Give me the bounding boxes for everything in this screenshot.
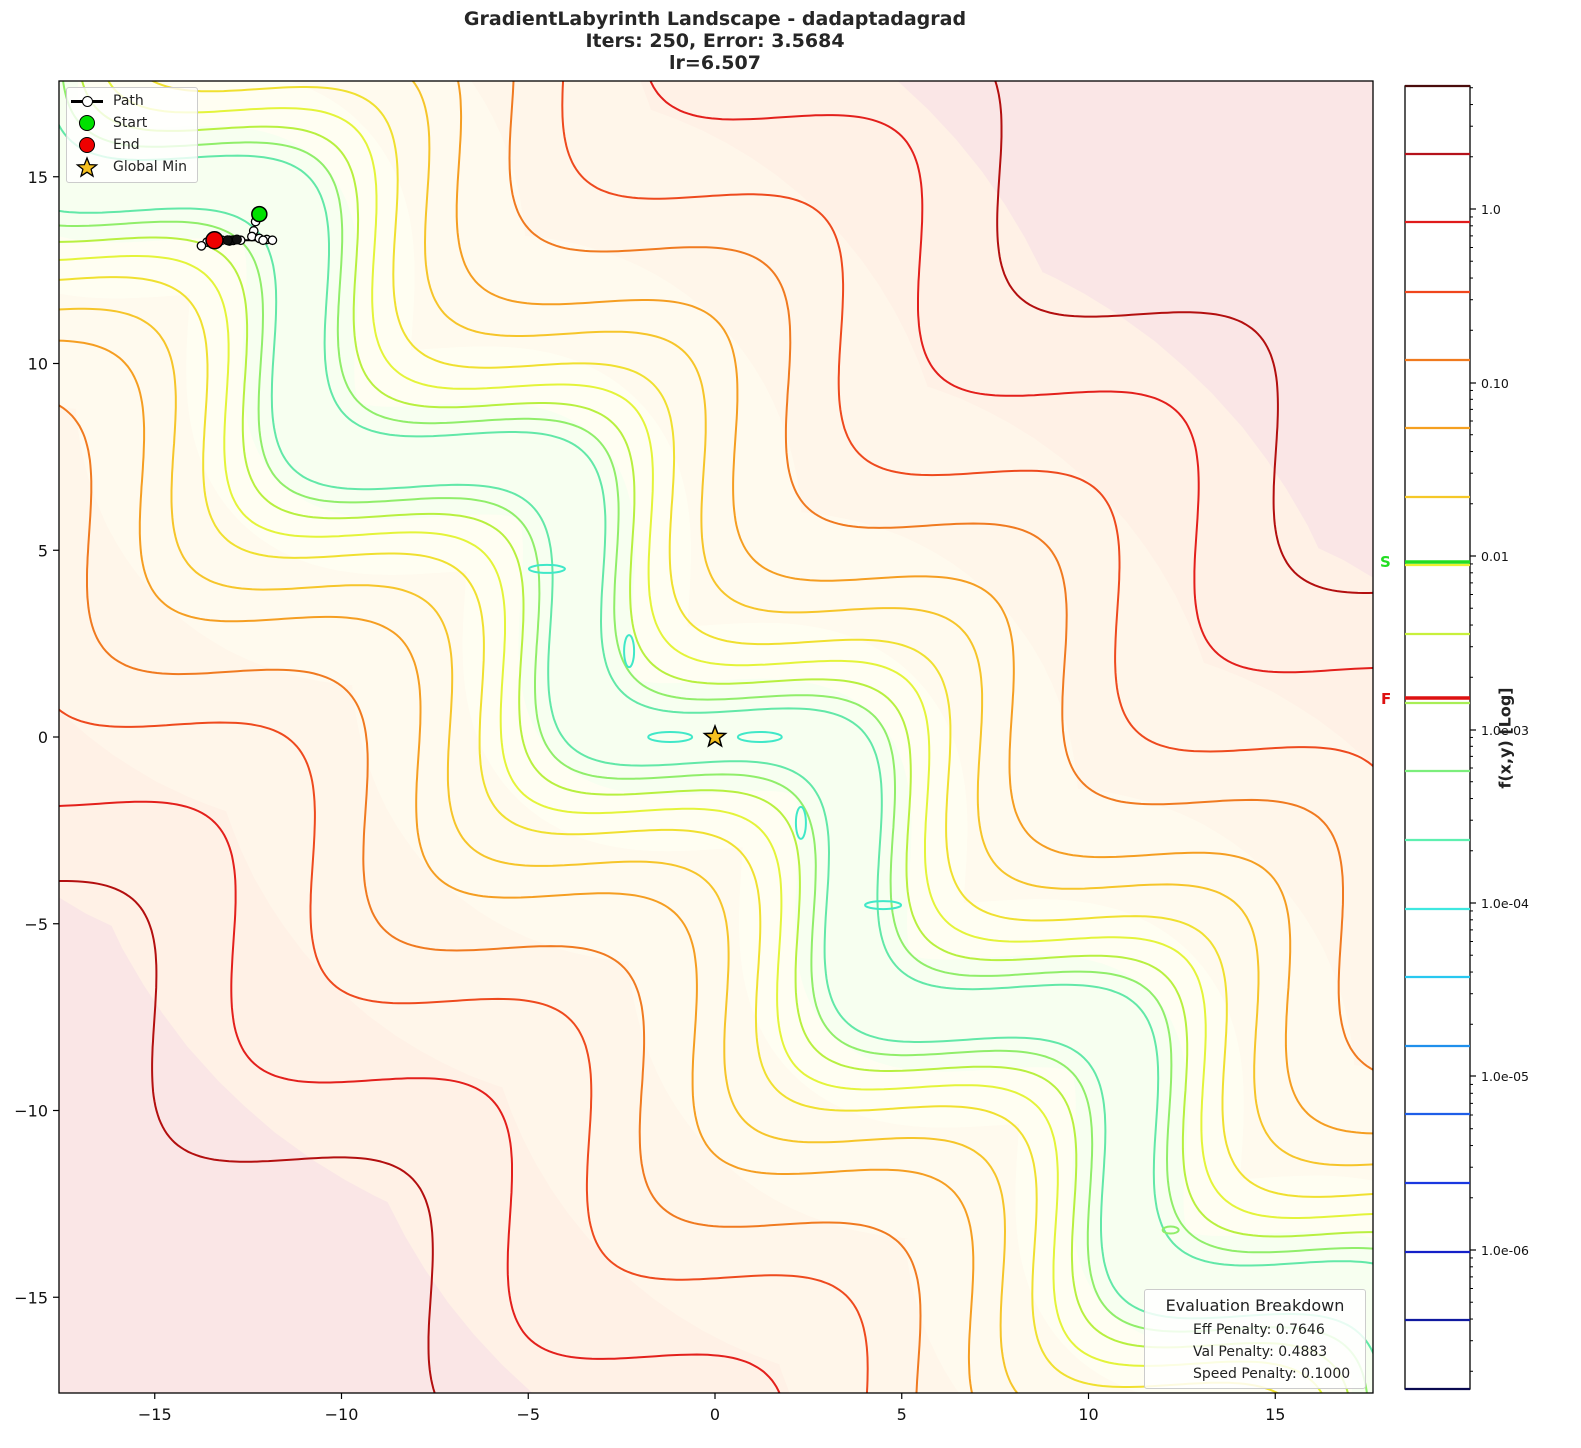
- svg-text:−10: −10: [325, 1405, 359, 1424]
- svg-text:−5: −5: [24, 915, 48, 934]
- svg-text:5: 5: [897, 1405, 907, 1424]
- axis-ticks: −15 −10 −5 0 5 10 15 −15 −10 −5 0 5 10 15: [14, 168, 1285, 1424]
- legend: Path Start End Global Min: [66, 87, 198, 183]
- colorbar-start-marker: S: [1380, 553, 1391, 571]
- path-point: [258, 235, 268, 246]
- legend-end: End: [67, 134, 140, 156]
- colorbar-label: f(x,y) [Log]: [1495, 687, 1515, 789]
- end-dot-icon: [67, 134, 107, 156]
- svg-text:−15: −15: [14, 1288, 48, 1307]
- optimizer-path: [196, 205, 728, 748]
- speed-penalty: Speed Penalty: 0.1000: [1193, 1366, 1351, 1382]
- title-line-2: Iters: 250, Error: 3.5684: [585, 30, 845, 52]
- svg-text:1.0e-04: 1.0e-04: [1481, 896, 1529, 911]
- svg-text:−10: −10: [14, 1102, 48, 1121]
- svg-text:0.01: 0.01: [1481, 549, 1509, 564]
- svg-text:1.0e-03: 1.0e-03: [1481, 723, 1529, 738]
- svg-text:1.0e-05: 1.0e-05: [1481, 1069, 1529, 1084]
- svg-text:15: 15: [28, 168, 48, 187]
- legend-path: Path: [67, 90, 144, 112]
- path-point: [267, 235, 278, 246]
- legend-start: Start: [67, 112, 147, 134]
- title-line-1: GradientLabyrinth Landscape - dadaptadag…: [463, 8, 967, 30]
- svg-text:−15: −15: [138, 1405, 172, 1424]
- svg-text:10: 10: [1078, 1405, 1098, 1424]
- global-min-star-icon: [702, 723, 728, 748]
- evaluation-breakdown: Evaluation Breakdown Eff Penalty: 0.7646…: [1144, 1289, 1366, 1389]
- start-dot-icon: [67, 112, 107, 134]
- svg-text:1.0e-06: 1.0e-06: [1481, 1243, 1529, 1258]
- eff-penalty: Eff Penalty: 0.7646: [1193, 1322, 1325, 1338]
- svg-text:0.10: 0.10: [1481, 376, 1509, 391]
- path-line-icon: [67, 90, 107, 112]
- chart-title: GradientLabyrinth Landscape - dadaptadag…: [0, 8, 1430, 74]
- colorbar-final-marker: F: [1381, 690, 1392, 708]
- end-marker: [205, 230, 224, 250]
- contour-line: [59, 800, 781, 1393]
- colorbar: 1.0 0.10 0.01 1.0e-03 1.0e-04 1.0e-05 1.0e-06: [1404, 84, 1529, 1391]
- svg-text:−5: −5: [516, 1405, 540, 1424]
- path-point: [196, 240, 207, 251]
- start-marker: [251, 205, 268, 223]
- svg-text:1.0: 1.0: [1481, 202, 1501, 217]
- val-penalty: Val Penalty: 0.4883: [1193, 1344, 1328, 1360]
- svg-text:5: 5: [38, 541, 48, 560]
- title-line-3: lr=6.507: [669, 52, 761, 74]
- contour-line: [59, 880, 436, 1393]
- star-icon: [67, 156, 107, 178]
- svg-text:0: 0: [710, 1405, 720, 1424]
- svg-text:0: 0: [38, 728, 48, 747]
- legend-global-min: Global Min: [67, 156, 187, 178]
- svg-text:15: 15: [1265, 1405, 1285, 1424]
- svg-text:10: 10: [28, 355, 48, 374]
